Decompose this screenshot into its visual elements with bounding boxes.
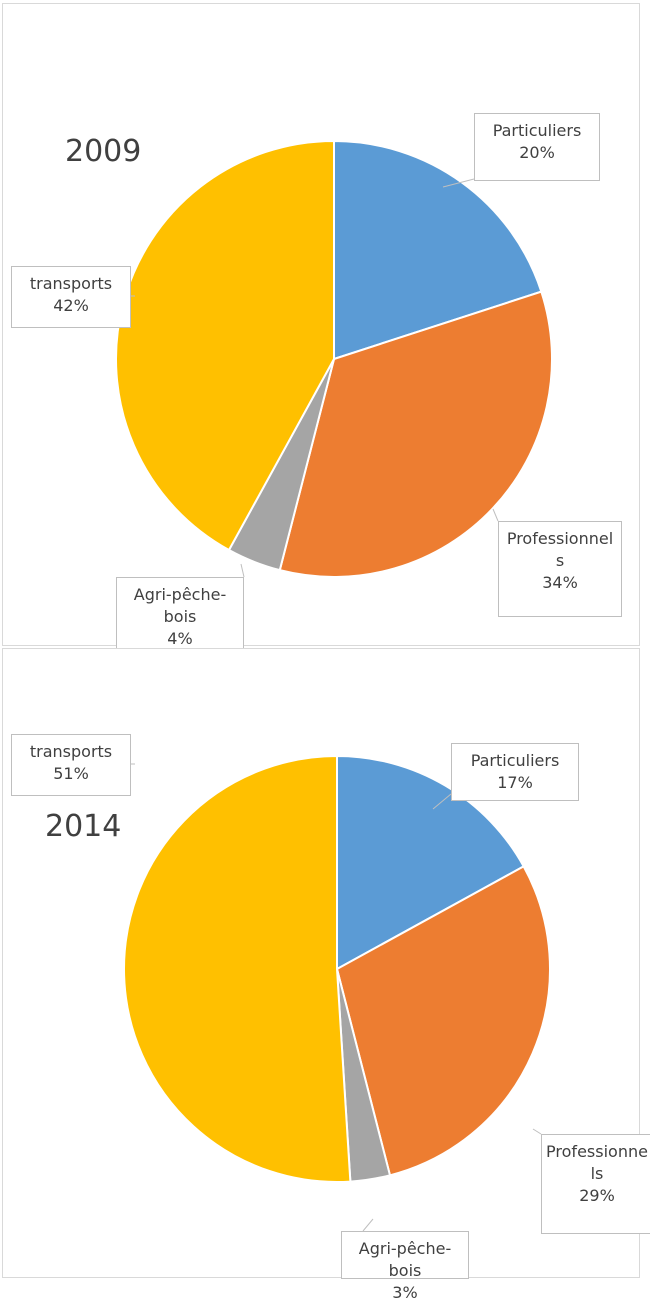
- label-value: 3%: [392, 1283, 418, 1302]
- data-label: Agri-pêche-bois 3%: [341, 1231, 469, 1302]
- leader-line: [442, 178, 475, 188]
- label-category: Particuliers: [492, 121, 582, 140]
- leader-line: [362, 1218, 374, 1232]
- label-value: 20%: [519, 143, 555, 162]
- label-value: 51%: [53, 764, 89, 783]
- pie: [123, 754, 551, 1232]
- chart-panel: 2009 Particuliers 20% Professionnels 34% Agri…: [2, 3, 640, 649]
- label-category: Professionnels: [546, 1142, 648, 1183]
- leader-line: [240, 563, 245, 578]
- pie-slice: [335, 865, 551, 1177]
- data-label: transports 51%: [11, 734, 131, 796]
- pie-slice: [336, 754, 526, 971]
- pie-slice: [333, 139, 543, 361]
- pie-slice: [123, 754, 352, 1183]
- page: 2009 Particuliers 20% Professionnels 34% Agri…: [2, 3, 650, 1302]
- chart-title: 2009: [65, 134, 142, 169]
- pie-slice: [278, 290, 553, 578]
- leader-line: [532, 1128, 542, 1135]
- label-category: Professionnels: [506, 529, 614, 570]
- chart-panel: 2014 Particuliers 17% Professionnels 29% Agri…: [2, 648, 650, 1302]
- label-category: Particuliers: [470, 751, 560, 770]
- label-category: Agri-pêche-bois: [133, 585, 227, 626]
- leader-line: [492, 508, 499, 522]
- data-label: transports 42%: [11, 266, 131, 328]
- data-label: Professionnels 29%: [541, 1134, 650, 1234]
- data-label: Agri-pêche-bois 4%: [116, 577, 244, 649]
- chart-title: 2014: [45, 809, 122, 844]
- pie: [115, 139, 553, 578]
- label-category: transports: [29, 274, 113, 293]
- label-category: Agri-pêche-bois: [358, 1239, 452, 1280]
- label-category: transports: [29, 742, 113, 761]
- data-label: Particuliers 17%: [451, 743, 579, 801]
- label-value: 29%: [579, 1186, 615, 1205]
- leader-line: [432, 793, 452, 810]
- label-value: 42%: [53, 296, 89, 315]
- label-value: 17%: [497, 773, 533, 792]
- label-value: 34%: [542, 573, 578, 592]
- data-label: Particuliers 20%: [474, 113, 600, 181]
- data-label: Professionnels 34%: [498, 521, 622, 617]
- label-value: 4%: [167, 629, 193, 648]
